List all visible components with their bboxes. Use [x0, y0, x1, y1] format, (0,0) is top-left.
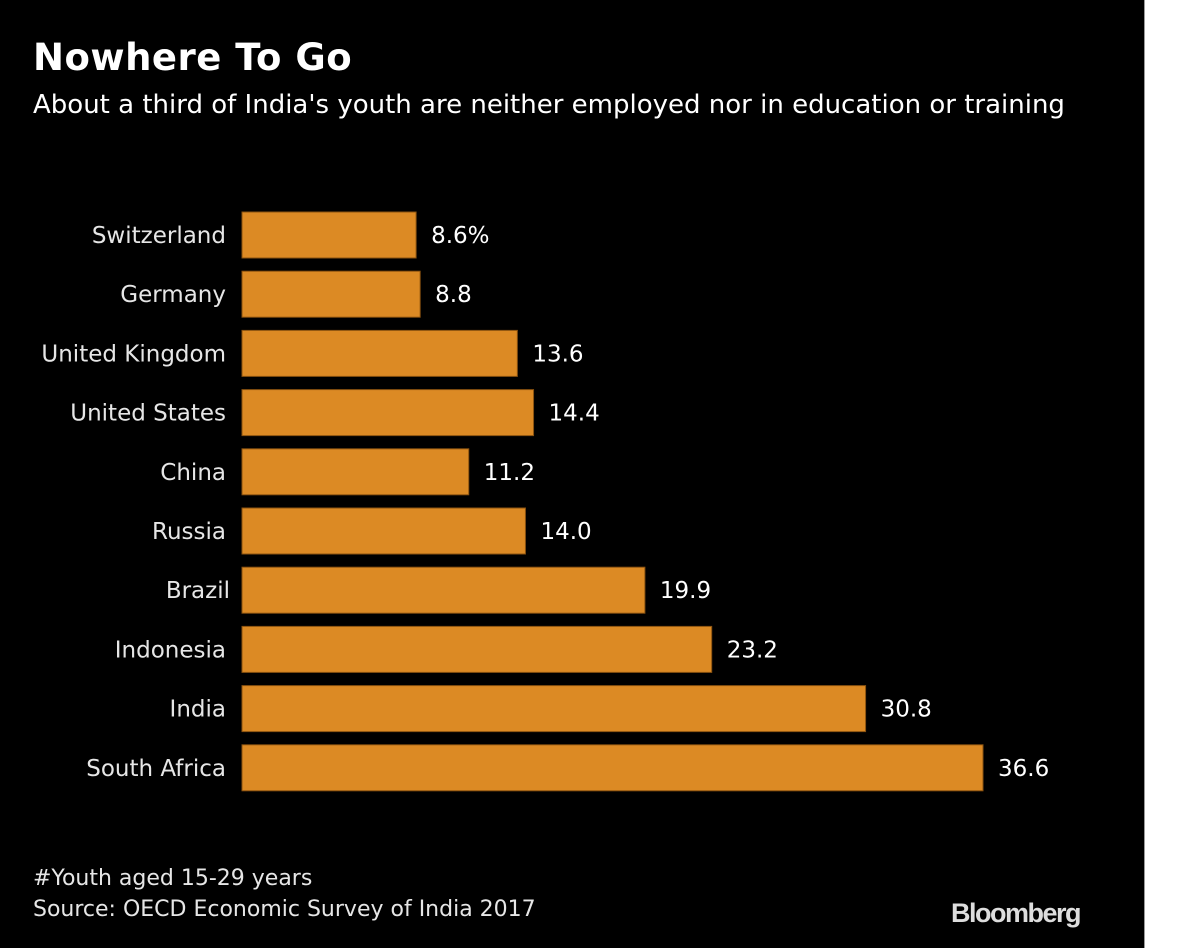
category-label: Indonesia [115, 637, 226, 663]
category-label: China [160, 460, 226, 486]
value-label: 23.2 [727, 637, 778, 663]
value-label: 14.0 [540, 519, 591, 545]
bar-south-africa [241, 744, 984, 792]
value-label: 8.6% [431, 223, 489, 249]
footnote: #Youth aged 15-29 years [33, 866, 313, 891]
bar-india [241, 685, 867, 733]
category-label: Switzerland [92, 223, 226, 249]
category-label: Russia [152, 519, 226, 545]
bar-chart: Switzerland 8.6% Germany 8.8 United Kingdom 1… [41, 211, 1049, 792]
bar-brazil [241, 566, 646, 614]
category-label: Germany [120, 282, 226, 308]
value-label: 30.8 [881, 697, 932, 723]
category-label: United States [70, 401, 226, 427]
chart-panel: Nowhere To Go About a third of India's y… [0, 0, 1145, 948]
chart-subtitle: About a third of India's youth are neith… [33, 90, 1065, 120]
value-label: 11.2 [484, 460, 535, 486]
bloomberg-logo: Bloomberg [951, 898, 1082, 928]
value-label: 36.6 [998, 756, 1049, 782]
category-label: Brazil [166, 578, 230, 604]
value-label: 13.6 [532, 341, 583, 367]
value-label: 8.8 [435, 282, 472, 308]
bar-indonesia [241, 625, 713, 673]
bar-switzerland [241, 211, 417, 259]
source-note: Source: OECD Economic Survey of India 20… [33, 897, 536, 922]
category-label: South Africa [86, 756, 226, 782]
chart-title: Nowhere To Go [33, 36, 353, 79]
bars-group: Switzerland 8.6% Germany 8.8 United Kingdom 1… [41, 211, 1049, 792]
value-label: 14.4 [549, 401, 600, 427]
bar-russia [241, 507, 526, 555]
category-label: India [170, 697, 226, 723]
category-label: United Kingdom [41, 341, 226, 367]
value-label: 19.9 [660, 578, 711, 604]
bar-china [241, 448, 470, 496]
bar-germany [241, 270, 421, 318]
bar-united-states [241, 389, 535, 437]
bar-united-kingdom [241, 329, 518, 377]
